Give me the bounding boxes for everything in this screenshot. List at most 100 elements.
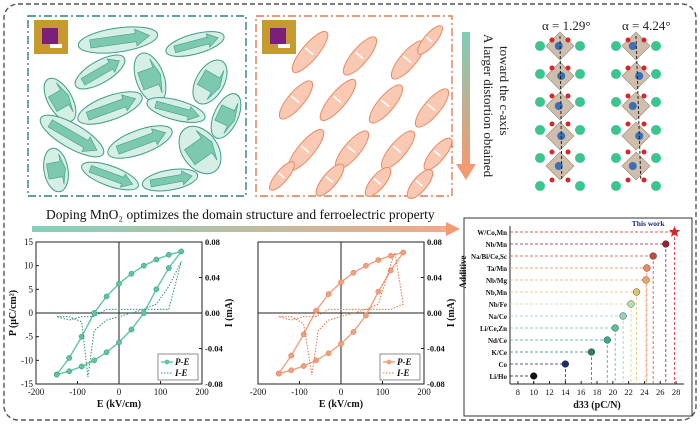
domain-arrow [402,55,412,64]
caption-arrow [32,222,460,236]
pe-point [53,371,60,378]
o-atom [565,121,571,127]
c-axis-line [635,35,642,181]
d33-x-tick-label: 24 [640,387,649,397]
pe-point [300,363,307,369]
pe-point [288,352,295,359]
pe-chart-teal: -200 -100 0 100 200 -15 -10 -5 0 5 10 15 -0.08 -0.04 0… [8,237,235,410]
domain-arrow [426,103,436,112]
d33-x-tick-label: 10 [529,387,538,397]
d33-x-tick-label: 18 [593,387,602,397]
y2-tick-label: 0.08 [205,237,220,247]
b-site-atom [635,72,644,80]
domain-arrow [47,119,98,152]
domain-panel-orange [255,15,453,200]
pe-point [350,329,357,335]
pe-point [350,269,357,276]
x-tick-label: 200 [417,387,431,397]
scale-bar-orange [278,44,290,48]
domain-ellipse [43,147,69,193]
domain-ellipse [165,31,225,57]
o-atom [549,177,555,183]
pe-point [288,367,295,374]
a-site-atom [535,69,545,79]
y-tick-label: 5 [29,284,34,294]
o-atom [549,93,555,99]
distortion-text-line2: toward the c-axis [497,46,512,136]
o-atom [625,93,631,99]
domain-ellipse [141,168,199,192]
y2-tick-label: 0.00 [205,308,220,318]
d33-chart: 8 10 12 14 16 18 20 22 24 26 28 d33 (pC/N) Additive L… [458,219,684,411]
pe-point [363,262,369,269]
a-site-atom [651,97,661,107]
a-site-atom [611,125,621,135]
domain-ellipse [178,125,222,175]
pe-point [313,307,319,314]
a-site-atom [611,153,621,163]
pe-point [116,280,122,287]
domain-arrow [415,180,424,187]
domain-arrow [173,33,219,54]
x-tick-label: 200 [195,387,209,397]
pe-point [66,368,73,375]
domain-arrow [137,58,163,94]
d33-category-label: Na/Bi/Ce,Sc [471,253,507,261]
d33-category-label: Li/Ho [489,373,507,381]
a-site-atom [651,69,661,79]
domain-ellipse [77,26,159,54]
o-atom [549,121,555,127]
d33-point [611,324,619,332]
o-atom [625,177,631,183]
a-site-atom [611,181,621,191]
d33-x-tick-label: 26 [656,387,665,397]
outer-frame [3,3,697,421]
domain-arrow [154,100,200,121]
domain-ellipse [74,54,126,90]
domain-arrow [392,145,402,154]
domain-arrow [46,153,66,185]
pe-point [387,252,394,259]
y-tick-label: 10 [24,261,34,271]
d33-point [642,276,650,284]
b-site-atom [628,102,637,110]
a-site-atom [611,41,621,51]
alpha-right-label: α = 4.24° [622,18,671,33]
d33-point [649,252,657,260]
a-site-atom [575,181,585,191]
ie-loop-line [56,261,182,377]
pe-point [363,312,369,319]
a-site-atom [535,125,545,135]
y2-tick-label: -0.08 [205,379,223,389]
o-atom [625,121,631,127]
legend-label-pe: P-E [397,357,412,367]
domain-arrow [48,82,74,112]
y2-tick-label: 0.04 [205,273,221,283]
y2-tick-label: -0.04 [205,344,223,354]
caption: Doping MnO₂ optimizes the domain structu… [46,207,435,222]
pe-point [141,262,147,269]
o-atom [565,93,571,99]
domain-ellipse [380,130,416,170]
domain-arrow [196,69,225,100]
scale-bar-teal [50,44,62,48]
domain-arrow [332,95,342,104]
domain-ellipse [417,25,443,55]
o-atom [625,37,631,43]
a-site-atom [535,41,545,51]
o-atom [565,37,571,43]
domain-arrow [346,145,356,154]
domain-ellipse [414,88,450,128]
x-tick-label: -100 [291,387,308,397]
o-atom [641,177,647,183]
domain-arrow [300,145,310,154]
d33-x-tick-label: 8 [516,387,520,397]
x-axis-label: E (kV/cm) [319,399,363,410]
caption-arrow-bar [32,226,446,232]
b-site-atom [557,72,566,80]
y2-tick-label: 0.08 [427,237,442,247]
d33-point [587,348,596,356]
d33-category-label: K/Ce [491,349,507,357]
d33-category-label: W/Co,Mn [477,229,507,237]
